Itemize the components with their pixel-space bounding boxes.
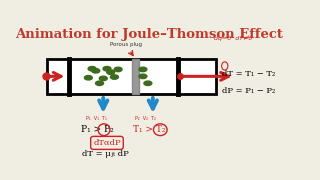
Text: P₂  V₂  T₂: P₂ V₂ T₂	[135, 116, 156, 121]
Text: Porous plug: Porous plug	[109, 42, 141, 55]
Circle shape	[92, 69, 100, 73]
Text: dT = T₁ − T₂: dT = T₁ − T₂	[222, 70, 276, 78]
Circle shape	[96, 81, 103, 86]
Text: P₁  V₁  T₁: P₁ V₁ T₁	[86, 116, 107, 121]
Text: dTαdP: dTαdP	[93, 139, 121, 147]
Circle shape	[84, 76, 92, 80]
Bar	[132, 59, 139, 94]
Circle shape	[110, 75, 118, 79]
Circle shape	[139, 67, 147, 72]
Circle shape	[99, 76, 107, 81]
Circle shape	[107, 70, 115, 74]
Circle shape	[144, 81, 152, 86]
Circle shape	[103, 66, 111, 71]
Circle shape	[114, 67, 122, 72]
Text: dq=0  dT≠0: dq=0 dT≠0	[214, 36, 252, 41]
Text: dP = P₁ − P₂: dP = P₁ − P₂	[222, 87, 276, 95]
Circle shape	[139, 74, 147, 78]
Bar	[47, 59, 216, 94]
Text: T₁ > T₂: T₁ > T₂	[133, 125, 165, 134]
Circle shape	[88, 66, 96, 71]
Text: P₁ > P₂: P₁ > P₂	[81, 125, 114, 134]
Text: Animation for Joule–Thomson Effect: Animation for Joule–Thomson Effect	[15, 28, 283, 41]
Text: dT = μⱼₜ dP: dT = μⱼₜ dP	[82, 150, 129, 158]
